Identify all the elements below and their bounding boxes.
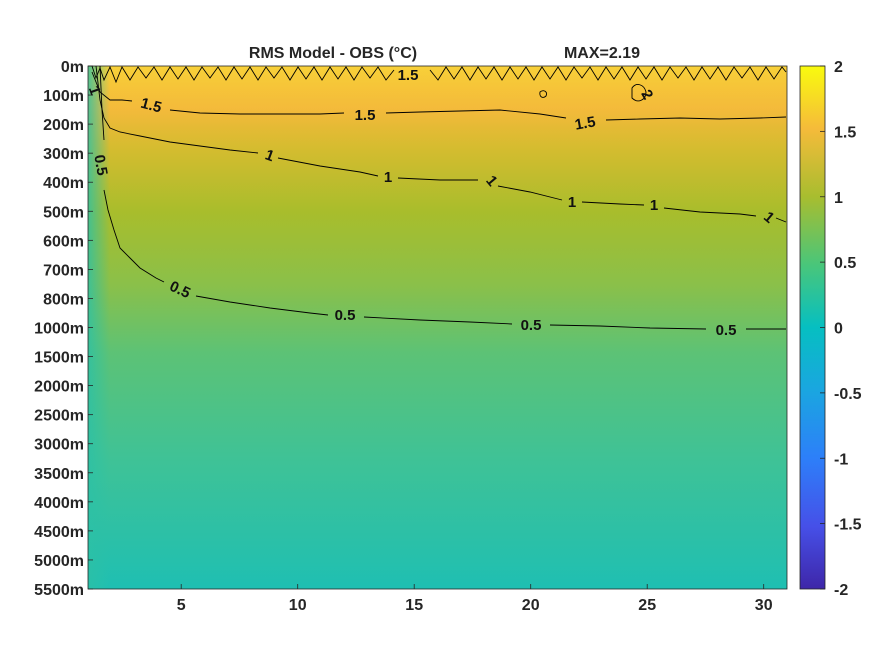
x-tick-label: 5 xyxy=(177,597,186,614)
contour-label: 1 xyxy=(650,197,658,214)
colorbar-tick-label: -2 xyxy=(834,582,848,599)
y-tick-label: 5500m xyxy=(34,582,84,599)
contour-lines xyxy=(91,65,787,330)
contour-label: 1.5 xyxy=(139,95,164,117)
contour-label: 1 xyxy=(568,194,576,211)
y-tick-label: 4000m xyxy=(34,495,84,512)
y-tick-label: 0m xyxy=(61,59,84,76)
contour-label: 1.5 xyxy=(355,107,376,124)
contour-label: 0.5 xyxy=(335,307,356,324)
y-tick-label: 100m xyxy=(43,88,84,105)
contour-line-1 xyxy=(95,65,787,223)
y-axis-tick-labels: 0m 100m 200m 300m 400m 500m 600m 700m 800m 1000m 1… xyxy=(34,59,93,599)
y-tick-label: 3000m xyxy=(34,437,84,454)
x-tick-label: 10 xyxy=(289,597,307,614)
colorbar-tick-label: -1 xyxy=(834,451,848,468)
x-axis-tick-labels: 5 10 15 20 25 30 xyxy=(177,584,773,614)
y-tick-label: 3500m xyxy=(34,466,84,483)
chart-title: RMS Model - OBS (°C) xyxy=(249,45,417,62)
colorbar: 2 1.5 1 0.5 0 -0.5 -1 -1.5 -2 xyxy=(799,59,862,599)
contour-label: 0.5 xyxy=(521,317,542,334)
colorbar-tick-label: 0.5 xyxy=(834,255,856,272)
colorbar-tick-label: 1 xyxy=(834,190,843,207)
x-tick-label: 20 xyxy=(522,597,540,614)
contour-line-upper-1.5 xyxy=(91,71,787,121)
x-tick-label: 15 xyxy=(405,597,423,614)
y-tick-label: 1500m xyxy=(34,350,84,367)
colorbar-tick-labels: 2 1.5 1 0.5 0 -0.5 -1 -1.5 -2 xyxy=(820,59,862,599)
plot-area xyxy=(87,65,788,590)
contour-line-2-small xyxy=(539,90,547,98)
y-tick-label: 2500m xyxy=(34,408,84,425)
y-tick-label: 2000m xyxy=(34,379,84,396)
y-tick-label: 800m xyxy=(43,291,84,308)
y-tick-label: 600m xyxy=(43,233,84,250)
contour-label: 1.5 xyxy=(573,113,596,133)
y-tick-label: 5000m xyxy=(34,553,84,570)
contour-label: 0.5 xyxy=(716,322,737,339)
contour-label: 1 xyxy=(384,169,392,186)
y-tick-label: 200m xyxy=(43,117,84,134)
y-tick-label: 400m xyxy=(43,175,84,192)
colorbar-tick-label: -1.5 xyxy=(834,517,862,534)
contour-line-2 xyxy=(631,84,647,102)
max-label: MAX=2.19 xyxy=(564,45,640,62)
y-tick-label: 300m xyxy=(43,146,84,163)
contour-label: 1.5 xyxy=(398,67,419,84)
colorbar-tick-label: -0.5 xyxy=(834,386,862,403)
y-tick-label: 1000m xyxy=(34,321,84,338)
y-tick-label: 4500m xyxy=(34,524,84,541)
y-tick-label: 700m xyxy=(43,262,84,279)
colorbar-tick-label: 0 xyxy=(834,321,843,338)
contour-label: 0.5 xyxy=(90,153,110,176)
colorbar-tick-label: 2 xyxy=(834,59,843,76)
y-tick-label: 500m xyxy=(43,204,84,221)
colorbar-tick-label: 1.5 xyxy=(834,124,856,141)
contour-line-top-1.5 xyxy=(91,65,787,84)
contour-line-0.5 xyxy=(99,65,786,330)
x-tick-label: 30 xyxy=(755,597,773,614)
x-tick-label: 25 xyxy=(638,597,656,614)
